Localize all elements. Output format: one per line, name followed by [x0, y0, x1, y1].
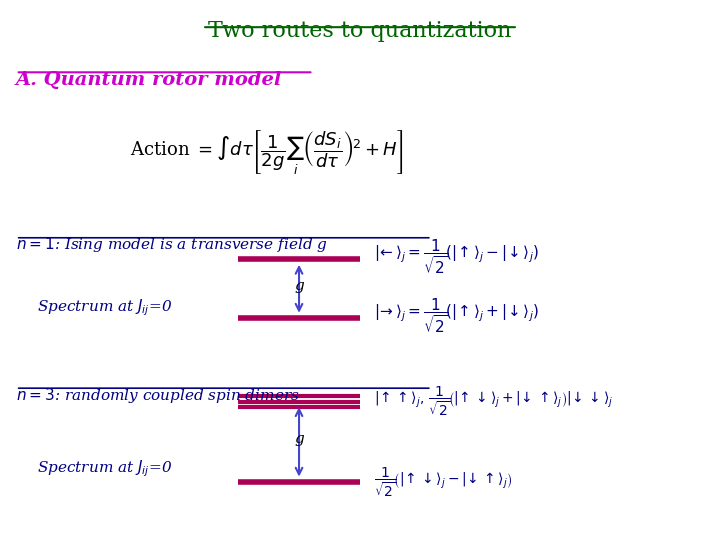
- Text: $\mathit{n=3}$: randomly coupled spin dimers: $\mathit{n=3}$: randomly coupled spin di…: [16, 386, 300, 404]
- Text: Action $= \int d\tau \left[ \dfrac{1}{2g} \sum_i \left( \dfrac{dS_i}{d\tau} \rig: Action $= \int d\tau \left[ \dfrac{1}{2g…: [130, 128, 403, 176]
- Text: g: g: [294, 432, 304, 446]
- Text: $\mathit{n=1}$: Ising model is a transverse field g: $\mathit{n=1}$: Ising model is a transve…: [16, 235, 328, 254]
- Text: $|\!\leftarrow\rangle_j = \dfrac{1}{\sqrt{2}}\!\left(|\!\uparrow\rangle_j - |\!\: $|\!\leftarrow\rangle_j = \dfrac{1}{\sqr…: [374, 237, 539, 276]
- Text: Spectrum at $J_{ij}$=0: Spectrum at $J_{ij}$=0: [37, 298, 173, 318]
- Text: g: g: [294, 279, 304, 293]
- Text: Two routes to quantization: Two routes to quantization: [208, 20, 512, 42]
- Text: $|\!\rightarrow\rangle_j = \dfrac{1}{\sqrt{2}}\!\left(|\!\uparrow\rangle_j + |\!: $|\!\rightarrow\rangle_j = \dfrac{1}{\sq…: [374, 296, 539, 335]
- Text: $\dfrac{1}{\sqrt{2}}\!\left(|\!\uparrow\downarrow\rangle_j - |\!\downarrow\uparr: $\dfrac{1}{\sqrt{2}}\!\left(|\!\uparrow\…: [374, 465, 513, 499]
- Text: Spectrum at $J_{ij}$=0: Spectrum at $J_{ij}$=0: [37, 458, 173, 479]
- Text: A. Quantum rotor model: A. Quantum rotor model: [16, 71, 282, 89]
- Text: $|\!\uparrow\uparrow\rangle_j,\, \dfrac{1}{\sqrt{2}}\!\left(|\!\uparrow\downarro: $|\!\uparrow\uparrow\rangle_j,\, \dfrac{…: [374, 385, 613, 418]
